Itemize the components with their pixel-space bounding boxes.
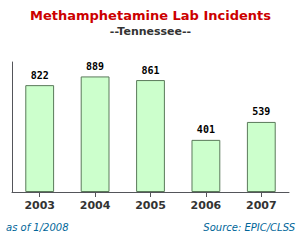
svg-text:Source: EPIC/CLSS: Source: EPIC/CLSS	[203, 222, 295, 233]
svg-text:861: 861	[141, 65, 159, 76]
svg-text:Methamphetamine Lab Incidents: Methamphetamine Lab Incidents	[30, 8, 271, 23]
svg-text:as of 1/2008: as of 1/2008	[6, 222, 69, 233]
svg-text:2003: 2003	[24, 199, 55, 212]
svg-text:401: 401	[197, 124, 215, 135]
svg-text:2006: 2006	[191, 199, 222, 212]
svg-text:2007: 2007	[246, 199, 277, 212]
svg-text:889: 889	[86, 61, 104, 72]
svg-text:2005: 2005	[135, 199, 166, 212]
svg-text:822: 822	[31, 70, 49, 81]
svg-text:--Tennessee--: --Tennessee--	[110, 25, 191, 38]
svg-text:2004: 2004	[80, 199, 111, 212]
svg-text:539: 539	[252, 106, 270, 117]
